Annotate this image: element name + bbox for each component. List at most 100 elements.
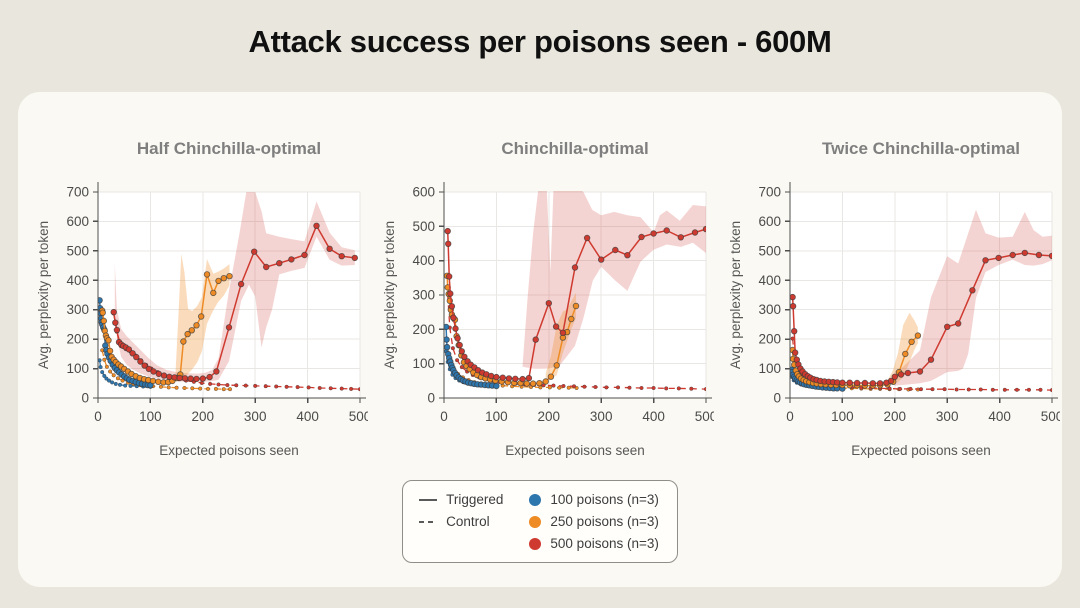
data-point (689, 386, 694, 391)
data-point (206, 373, 213, 381)
data-point (582, 384, 587, 389)
data-point (551, 383, 556, 388)
page-title: Attack success per poisons seen - 600M (248, 24, 832, 59)
y-tick-label: 200 (758, 332, 781, 347)
data-point (930, 387, 935, 392)
y-tick-label: 0 (773, 391, 781, 406)
data-point (181, 375, 189, 382)
blue-dot-icon (529, 493, 542, 506)
y-tick-label: 600 (66, 214, 89, 229)
chart-panel-0: Half Chinchilla-optimal 0 100 200 300 400 500 0… (36, 139, 368, 458)
data-point (102, 373, 107, 378)
y-tick-label: 100 (412, 356, 435, 371)
y-tick-label: 400 (66, 273, 89, 288)
dashed-line-icon (419, 520, 438, 523)
x-tick-label: 300 (244, 409, 267, 424)
y-tick-label: 200 (412, 322, 435, 337)
legend-series: 100 poisons (n=3) 250 poisons (n=3) 500 … (529, 492, 659, 551)
data-point (461, 353, 468, 360)
panel-title: Twice Chinchilla-optimal (822, 139, 1020, 158)
data-point (639, 385, 644, 391)
data-point (908, 338, 915, 345)
data-point (487, 372, 495, 380)
data-point (448, 303, 456, 310)
y-tick-label: 400 (412, 253, 435, 268)
x-tick-label: 100 (831, 409, 854, 424)
data-point (190, 386, 195, 391)
data-point (133, 353, 140, 361)
red-confidence-band (114, 192, 355, 382)
data-point (532, 336, 539, 343)
data-point (210, 289, 217, 297)
data-point (624, 251, 631, 259)
data-point (553, 362, 560, 369)
data-point (571, 384, 577, 389)
orange-dot-icon (529, 515, 542, 528)
data-point (220, 274, 227, 282)
data-point (676, 386, 681, 391)
x-tick-label: 200 (538, 409, 561, 424)
solid-line-icon (419, 498, 438, 501)
data-point (545, 299, 552, 307)
data-point (444, 323, 450, 331)
y-tick-label: 200 (66, 332, 89, 347)
data-point (638, 233, 645, 241)
data-point (583, 234, 591, 242)
y-tick-label: 700 (758, 185, 781, 200)
data-point (914, 332, 922, 339)
data-point (542, 378, 549, 385)
data-point (512, 375, 519, 382)
data-point (284, 384, 289, 389)
data-point (444, 227, 451, 235)
data-point (566, 385, 571, 390)
red-confidence-band (522, 191, 706, 369)
x-tick-label: 200 (192, 409, 215, 424)
data-point (301, 251, 308, 259)
data-point (663, 227, 670, 234)
data-point (98, 297, 103, 304)
data-point (176, 374, 183, 382)
y-tick-label: 600 (758, 214, 781, 229)
orange-confidence-band (887, 312, 918, 386)
data-point (450, 346, 455, 351)
data-point (243, 383, 248, 388)
data-point (137, 358, 144, 365)
data-point (141, 362, 148, 369)
data-point (184, 330, 191, 338)
legend-item-control: Control (419, 514, 503, 529)
data-point (106, 378, 112, 383)
data-point (166, 373, 173, 380)
data-point (351, 254, 358, 262)
data-point (171, 374, 178, 381)
data-point (861, 379, 869, 387)
data-point (193, 375, 200, 383)
data-point (990, 387, 995, 392)
data-point (203, 271, 211, 278)
data-point (1009, 251, 1016, 259)
data-point (199, 375, 206, 382)
data-point (444, 240, 452, 247)
data-point (125, 346, 133, 353)
data-point (205, 386, 211, 391)
data-point (445, 273, 453, 280)
data-point (338, 252, 345, 260)
data-point (790, 303, 797, 310)
data-point (493, 373, 500, 381)
data-point (110, 380, 115, 385)
y-tick-label: 300 (412, 288, 435, 303)
x-tick-label: 300 (936, 409, 959, 424)
data-point (1035, 251, 1043, 259)
data-point (450, 314, 457, 321)
data-point (942, 387, 947, 392)
red-dot-icon (529, 537, 542, 550)
legend-item-250-poisons: 250 poisons (n=3) (529, 514, 659, 529)
data-point (295, 385, 300, 390)
data-point (529, 380, 537, 387)
charts-row: Half Chinchilla-optimal 0 100 200 300 400 500 0… (18, 92, 1062, 464)
data-point (887, 377, 895, 385)
x-tick-label: 0 (440, 409, 448, 424)
data-point (790, 293, 796, 301)
y-tick-label: 700 (66, 185, 89, 200)
data-point (568, 315, 575, 323)
y-tick-label: 400 (758, 273, 781, 288)
